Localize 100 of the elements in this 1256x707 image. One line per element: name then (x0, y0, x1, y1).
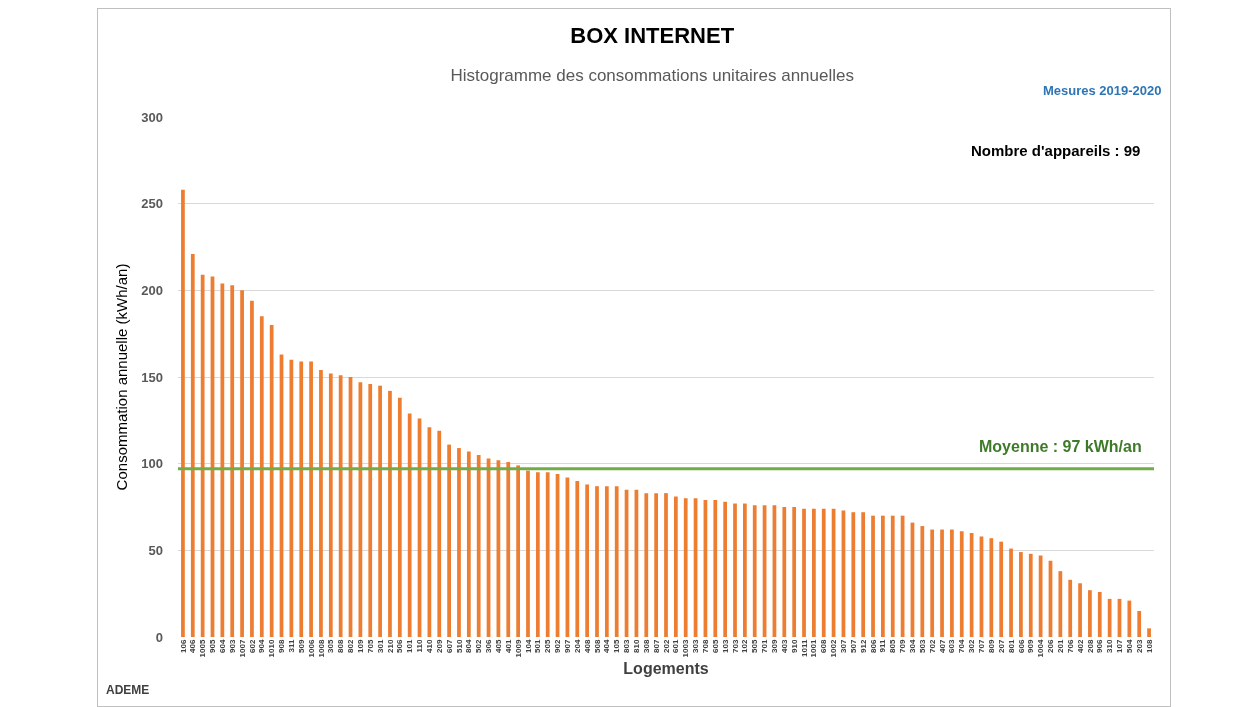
x-tick-label: 311 (286, 639, 296, 653)
x-tick-label: 602 (247, 639, 257, 653)
y-tick-label: 150 (141, 369, 163, 385)
bar (881, 515, 885, 637)
x-tick-label: 601 (671, 639, 681, 653)
x-tick-label: 501 (533, 639, 543, 653)
x-tick-label: 912 (858, 639, 868, 653)
x-tick-label: 407 (937, 639, 947, 653)
x-tick-label: 108 (1144, 639, 1154, 653)
bar (181, 189, 185, 637)
x-tick-label: 801 (1006, 639, 1016, 653)
x-tick-label: 810 (632, 639, 642, 653)
bar (407, 413, 412, 637)
x-tick-label: 101 (405, 639, 415, 653)
x-tick-label: 1009 (513, 639, 523, 658)
bar (388, 390, 392, 637)
x-tick-label: 307 (839, 639, 849, 653)
y-tick-label: 300 (141, 109, 163, 125)
x-tick-label: 109 (355, 639, 365, 653)
x-tick-label: 509 (296, 639, 306, 653)
x-tick-label: 305 (326, 639, 336, 653)
x-tick-label: 902 (553, 639, 563, 653)
x-tick-label: 510 (454, 639, 464, 653)
x-tick-label: 705 (365, 639, 375, 653)
bar (861, 512, 866, 637)
bar (723, 501, 728, 637)
bar (585, 484, 589, 637)
x-axis-title: Logements (623, 660, 709, 678)
text: Mesures 2019-2020 (1043, 83, 1162, 98)
x-tick-label: 302 (967, 639, 977, 653)
bar (1058, 571, 1063, 637)
x-tick-label: 1003 (681, 639, 691, 658)
x-tick-label: 102 (740, 639, 750, 653)
bar (506, 461, 511, 637)
x-tick-label: 603 (947, 639, 957, 653)
x-tick-label: 304 (908, 639, 918, 653)
x-tick-label: 707 (977, 639, 987, 653)
x-tick-label: 907 (563, 639, 573, 653)
x-tick-label: 309 (770, 639, 780, 653)
x-tick-label: 607 (444, 639, 454, 653)
x-tick-label: 503 (917, 639, 927, 653)
bar (1068, 579, 1073, 637)
x-tick-label: 210 (385, 639, 395, 653)
bar (1127, 600, 1132, 637)
annotation: Nombre d'appareils : 99 (971, 142, 1141, 159)
x-tick-label: 403 (779, 639, 789, 653)
bar (466, 451, 471, 637)
x-tick-label: 1001 (809, 639, 819, 658)
x-tick-label: 405 (494, 639, 503, 653)
bar (821, 508, 826, 637)
bar (1078, 583, 1082, 637)
bar (526, 470, 530, 637)
x-tick-label: 201 (1055, 639, 1065, 653)
x-tick-label: 209 (434, 639, 444, 653)
x-tick-label: 104 (523, 639, 533, 653)
bar (871, 515, 875, 637)
bar (959, 531, 964, 637)
x-tick-label: 107 (1115, 639, 1125, 653)
x-tick-label: 402 (1075, 639, 1085, 653)
x-tick-label: 704 (957, 639, 967, 653)
x-tick-label: 908 (277, 639, 287, 653)
bar (1107, 598, 1112, 637)
bar (309, 361, 313, 637)
x-tick-label: 905 (208, 639, 218, 653)
bar (338, 375, 343, 637)
x-tick-label: 808 (336, 639, 346, 653)
x-tick-label: 310 (1105, 639, 1115, 653)
y-tick-label: 100 (141, 456, 163, 472)
x-tick-label: 906 (1095, 639, 1105, 653)
x-tick-label: 807 (651, 639, 661, 653)
x-tick-label: 805 (888, 639, 898, 653)
bar (240, 290, 244, 637)
x-tick-label: 207 (996, 639, 1006, 653)
x-tick-label: 410 (424, 639, 434, 653)
x-tick-label: 406 (188, 639, 198, 653)
bar (595, 486, 599, 637)
x-tick-label: 806 (868, 639, 878, 653)
bar (299, 361, 304, 637)
bar (1137, 611, 1142, 637)
x-tick-label: 910 (789, 639, 799, 653)
bar (654, 493, 659, 637)
bar (782, 507, 787, 637)
bar (250, 300, 254, 637)
bar (792, 507, 797, 637)
x-tick-label: 103 (720, 639, 730, 653)
bar (437, 430, 442, 637)
bar (752, 505, 757, 637)
x-tick-label: 1002 (829, 639, 839, 658)
x-tick-label: 701 (760, 639, 770, 653)
x-tick-label: 408 (582, 639, 592, 653)
bar (575, 481, 580, 637)
x-tick-label: 105 (612, 639, 622, 653)
x-tick-label: 911 (878, 639, 888, 653)
x-tick-label: 306 (484, 639, 494, 653)
x-tick-label: 303 (691, 639, 701, 653)
x-tick-label: 1010 (267, 639, 277, 658)
bar (673, 496, 678, 637)
bar (1097, 591, 1102, 637)
x-tick-label: 802 (346, 639, 356, 653)
y-tick-label: 50 (148, 542, 163, 558)
